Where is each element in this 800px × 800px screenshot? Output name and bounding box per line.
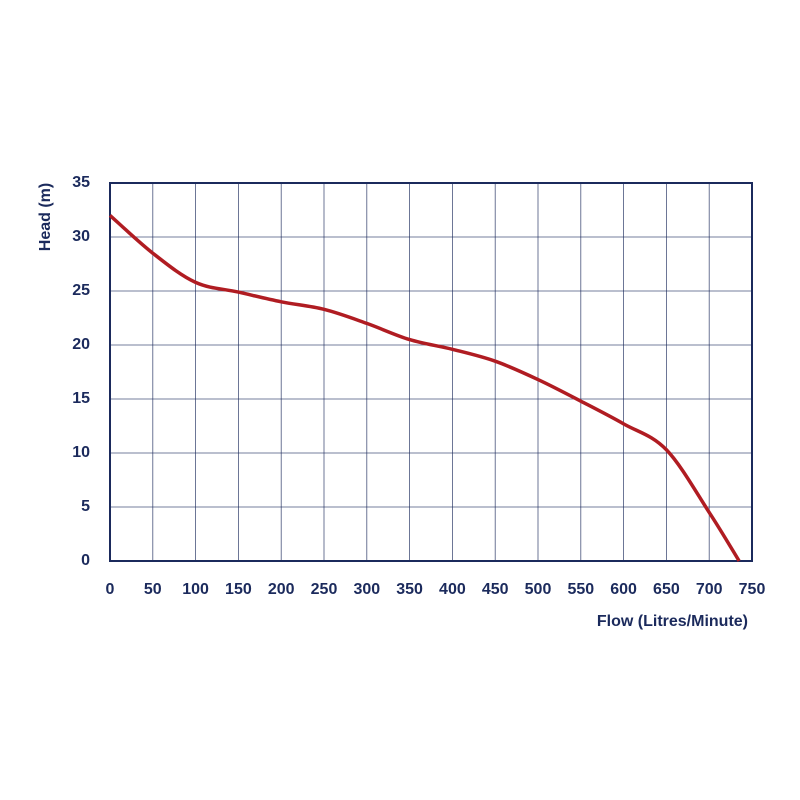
y-tick-label: 25 — [72, 282, 90, 299]
x-tick-label: 50 — [144, 581, 162, 598]
x-tick-label: 350 — [396, 581, 423, 598]
x-tick-label: 150 — [225, 581, 252, 598]
x-tick-label: 500 — [525, 581, 552, 598]
y-tick-label: 5 — [81, 498, 90, 515]
x-tick-label: 700 — [696, 581, 723, 598]
x-tick-label: 450 — [482, 581, 509, 598]
y-axis-label: Head (m) — [37, 183, 54, 251]
x-tick-label: 600 — [610, 581, 637, 598]
x-tick-label: 100 — [182, 581, 209, 598]
x-tick-label: 200 — [268, 581, 295, 598]
y-tick-label: 30 — [72, 228, 90, 245]
x-tick-label: 400 — [439, 581, 466, 598]
x-tick-label: 550 — [567, 581, 594, 598]
x-tick-label: 300 — [353, 581, 380, 598]
x-axis-label: Flow (Litres/Minute) — [597, 613, 748, 630]
data-line — [108, 214, 741, 562]
x-tick-label: 250 — [311, 581, 338, 598]
y-tick-label: 0 — [81, 552, 90, 569]
plot-frame — [109, 182, 753, 562]
y-tick-label: 10 — [72, 444, 90, 461]
y-tick-label: 35 — [72, 174, 90, 191]
x-tick-label: 0 — [106, 581, 115, 598]
y-tick-label: 20 — [72, 336, 90, 353]
x-tick-label: 750 — [739, 581, 766, 598]
y-tick-label: 15 — [72, 390, 90, 407]
x-tick-label: 650 — [653, 581, 680, 598]
